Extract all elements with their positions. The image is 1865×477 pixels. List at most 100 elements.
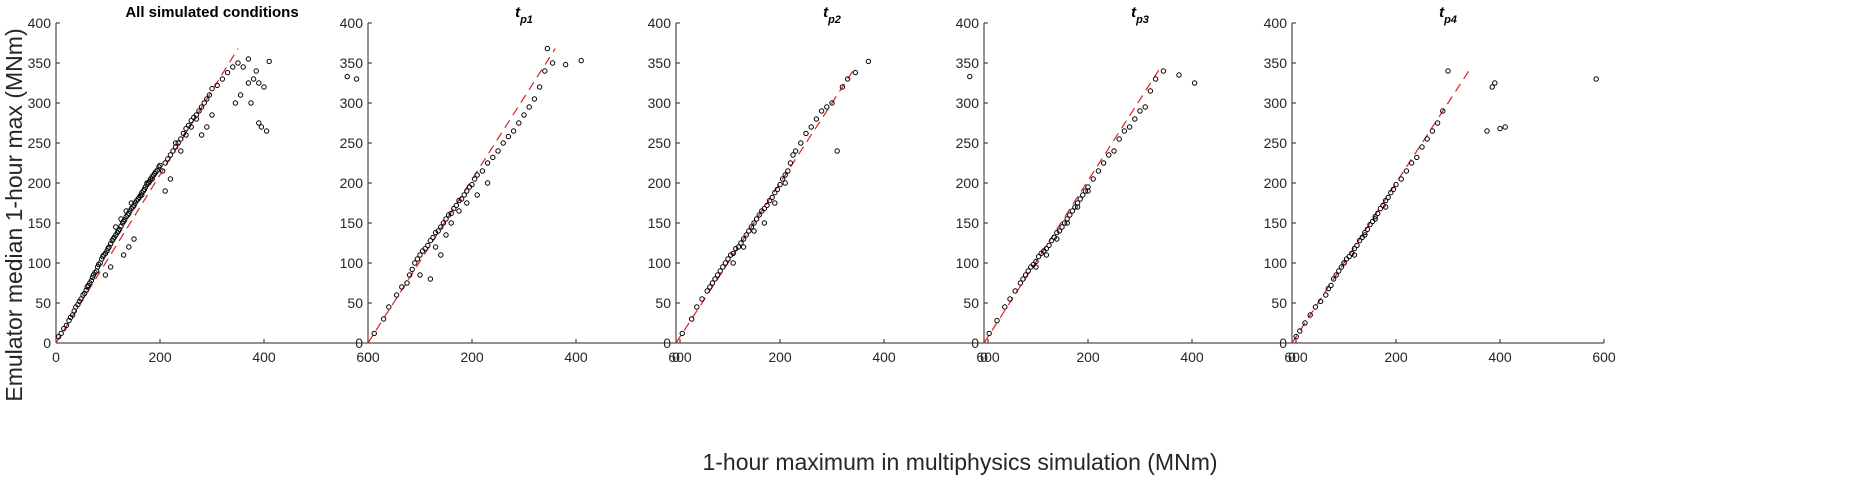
data-point — [219, 76, 226, 82]
data-point — [1362, 232, 1368, 238]
data-point — [761, 220, 768, 226]
data-point — [1323, 292, 1329, 298]
data-point — [63, 322, 70, 329]
data-point — [1312, 304, 1319, 310]
x-tick-label: 400 — [872, 349, 896, 365]
data-point — [144, 180, 150, 186]
y-tick-label: 100 — [28, 255, 52, 271]
y-tick-label: 300 — [28, 95, 52, 111]
data-point — [235, 60, 241, 66]
x-tick-label: 600 — [1592, 349, 1616, 365]
data-point — [380, 316, 387, 322]
data-point — [1362, 229, 1368, 236]
x-tick-label: 200 — [460, 349, 484, 365]
data-point — [404, 280, 410, 286]
y-tick-label: 300 — [1264, 95, 1288, 111]
data-point — [808, 124, 814, 130]
data-point — [406, 272, 413, 278]
data-point — [266, 58, 272, 65]
y-tick-label: 350 — [28, 55, 52, 71]
data-point — [123, 208, 129, 214]
data-point — [131, 236, 137, 242]
data-point — [422, 245, 428, 252]
y-tick-label: 250 — [28, 135, 52, 151]
data-point — [440, 220, 447, 226]
data-point — [128, 200, 135, 206]
data-point — [769, 194, 775, 201]
y-tick-label: 350 — [1264, 55, 1288, 71]
data-point — [774, 186, 781, 193]
data-point — [464, 200, 470, 206]
data-point — [101, 252, 107, 258]
data-point — [839, 84, 846, 90]
y-tick-label: 250 — [956, 135, 980, 151]
data-point — [344, 73, 350, 80]
data-point — [1095, 168, 1102, 174]
data-point — [761, 205, 768, 212]
y-tick-label: 100 — [1264, 255, 1288, 271]
data-point — [128, 205, 135, 212]
data-point — [258, 124, 265, 130]
data-point — [746, 228, 752, 234]
y-tick-label: 400 — [956, 15, 980, 31]
data-point — [1419, 144, 1425, 150]
data-point — [1445, 68, 1451, 74]
x-tick-label: 0 — [364, 349, 372, 365]
data-point — [792, 148, 799, 154]
scatter-panel-1: 0 50 100 150 200 250 300 350 400 0 200 400 600 All si… — [28, 4, 380, 365]
data-point — [1385, 194, 1391, 201]
data-point — [844, 76, 851, 82]
data-point — [1341, 260, 1347, 266]
data-point — [371, 330, 377, 337]
reference-line — [1291, 70, 1470, 344]
data-point — [1377, 205, 1384, 212]
data-point — [1069, 208, 1076, 214]
data-point — [479, 168, 486, 174]
y-tick-label: 350 — [648, 55, 672, 71]
data-point — [1317, 298, 1324, 305]
data-point — [1090, 176, 1096, 182]
data-point — [393, 292, 400, 298]
data-point — [500, 140, 506, 146]
data-point — [1502, 124, 1508, 130]
data-point — [1302, 320, 1308, 326]
y-tick-label: 100 — [340, 255, 364, 271]
data-point — [248, 100, 254, 106]
data-point — [756, 212, 762, 218]
x-tick-label: 400 — [1180, 349, 1204, 365]
panel-title: tp1 — [515, 4, 533, 26]
data-point — [417, 272, 423, 278]
data-point — [1372, 216, 1378, 222]
reference-line — [675, 66, 856, 344]
data-point — [1434, 120, 1441, 126]
y-tick-label: 250 — [1264, 135, 1288, 151]
data-point — [188, 117, 194, 124]
data-point — [240, 64, 246, 70]
data-point — [782, 180, 788, 186]
data-point — [1022, 272, 1029, 278]
data-point — [175, 140, 181, 146]
data-point — [451, 205, 457, 212]
data-point — [250, 76, 257, 82]
data-point — [1126, 124, 1133, 130]
data-point — [735, 244, 742, 250]
data-point — [120, 252, 127, 258]
x-tick-label: 400 — [252, 349, 276, 365]
data-point — [159, 168, 166, 174]
data-point — [183, 125, 189, 132]
data-point — [1330, 276, 1337, 282]
y-tick-label: 50 — [347, 295, 363, 311]
data-point — [782, 172, 788, 178]
data-point — [461, 192, 467, 198]
data-point — [751, 220, 757, 226]
data-point — [61, 325, 67, 332]
data-point — [1147, 88, 1154, 94]
reference-line — [367, 48, 556, 344]
data-point — [1002, 304, 1008, 310]
data-point — [417, 252, 423, 258]
data-point — [438, 252, 444, 258]
data-point — [1367, 221, 1373, 228]
data-point — [432, 244, 439, 250]
x-tick-label: 200 — [1076, 349, 1100, 365]
x-tick-label: 200 — [1384, 349, 1408, 365]
